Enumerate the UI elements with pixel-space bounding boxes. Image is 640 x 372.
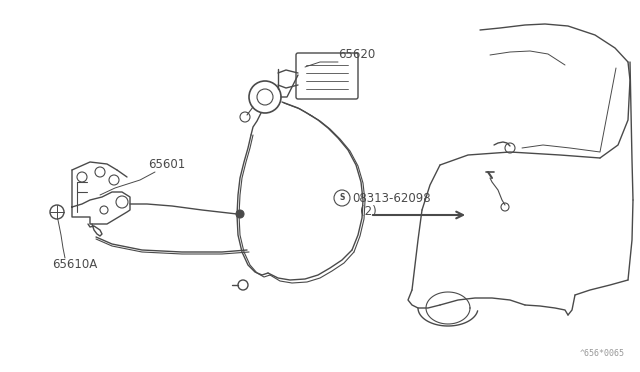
Text: 08313-62098: 08313-62098 [352, 192, 431, 205]
Text: 65601: 65601 [148, 158, 185, 171]
Text: S: S [339, 193, 345, 202]
FancyBboxPatch shape [296, 53, 358, 99]
Text: 65620: 65620 [338, 48, 375, 61]
Circle shape [236, 210, 244, 218]
Text: (2): (2) [360, 205, 377, 218]
Text: 65610A: 65610A [52, 259, 97, 272]
Text: ^656*0065: ^656*0065 [580, 349, 625, 358]
